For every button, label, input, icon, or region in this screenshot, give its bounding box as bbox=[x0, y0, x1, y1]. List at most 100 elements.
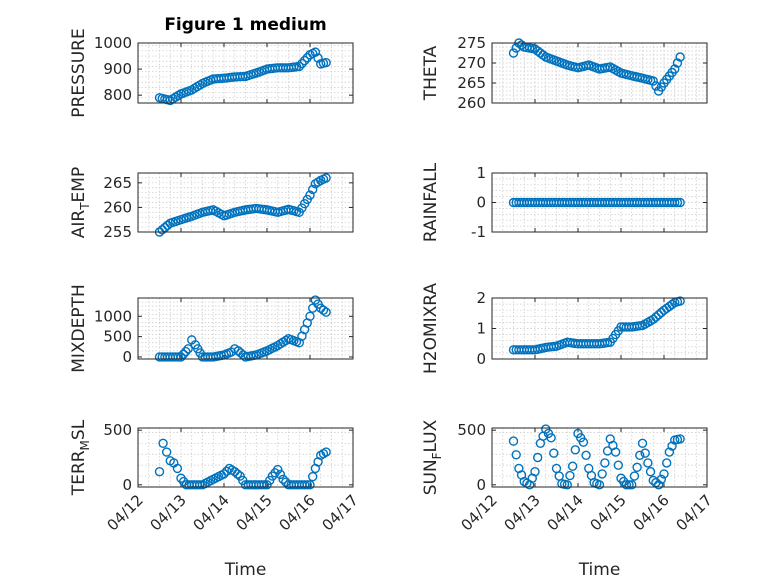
data-point bbox=[543, 197, 554, 208]
subplot-theta: 260 265 270 275 THETA bbox=[421, 34, 708, 112]
data-point bbox=[645, 467, 656, 477]
data-point bbox=[656, 474, 667, 485]
y-axis-label: PRESSURE bbox=[69, 28, 89, 117]
data-point bbox=[602, 62, 613, 73]
y-tick-label: 0 bbox=[122, 476, 132, 494]
x-tick-label: 04/13 bbox=[147, 491, 190, 534]
x-tick-label: 04/14 bbox=[544, 491, 587, 534]
data-point bbox=[511, 43, 521, 53]
data-point bbox=[527, 473, 538, 483]
data-point bbox=[173, 352, 184, 362]
data-point bbox=[664, 301, 675, 312]
y-axis-label: H2OMIXRA bbox=[421, 283, 441, 374]
data-point bbox=[183, 344, 193, 354]
data-point bbox=[286, 480, 296, 490]
y-tick-label: 1000 bbox=[94, 34, 132, 52]
x-tick-label: 04/13 bbox=[501, 491, 544, 534]
data-point bbox=[162, 95, 173, 105]
subplot-rainfall: -1 0 1 RAINFALL bbox=[421, 162, 708, 242]
data-point bbox=[565, 470, 575, 481]
data-point bbox=[297, 58, 307, 69]
data-point bbox=[672, 58, 683, 68]
data-point bbox=[554, 471, 564, 481]
y-tick-label: 0 bbox=[476, 476, 486, 494]
axes-frame bbox=[491, 297, 708, 360]
axes-frame bbox=[491, 172, 708, 233]
data-point bbox=[297, 480, 307, 490]
y-tick-label: 260 bbox=[103, 198, 132, 216]
data-point bbox=[172, 463, 183, 474]
data-point bbox=[575, 433, 586, 443]
data-point bbox=[522, 345, 532, 355]
x-tick-label: 04/17 bbox=[319, 491, 362, 534]
y-tick-label: 1 bbox=[476, 164, 486, 182]
y-axis-label: MIXDEPTH bbox=[69, 284, 89, 373]
data-point bbox=[667, 441, 677, 451]
data-point bbox=[543, 428, 554, 439]
data-point bbox=[248, 69, 259, 79]
data-point bbox=[653, 310, 664, 320]
data-point bbox=[667, 67, 677, 78]
data-point bbox=[318, 448, 329, 459]
y-axis-label: SUNFLUX bbox=[421, 419, 444, 495]
data-point bbox=[549, 55, 559, 65]
y-tick-label: 0 bbox=[476, 350, 486, 368]
data-point bbox=[618, 322, 629, 332]
data-point bbox=[236, 348, 246, 358]
data-point bbox=[302, 194, 313, 205]
data-point bbox=[278, 474, 288, 485]
data-point bbox=[522, 197, 532, 208]
data-point bbox=[600, 458, 610, 468]
data-point bbox=[254, 480, 264, 490]
data-point bbox=[651, 197, 661, 208]
subplot-terr-msl: 0 500 04/12 04/13 04/14 04/15 04/16 04/17 TERRMS… bbox=[69, 419, 362, 580]
data-point bbox=[307, 184, 318, 195]
y-tick-label: 0 bbox=[122, 348, 132, 366]
data-point bbox=[653, 480, 664, 490]
data-point bbox=[195, 80, 205, 90]
x-axis-label: Time bbox=[224, 560, 267, 580]
y-tick-label: 1 bbox=[476, 320, 486, 338]
data-point bbox=[157, 352, 167, 362]
data-point bbox=[586, 339, 597, 349]
data-point bbox=[307, 471, 318, 482]
y-tick-label: 270 bbox=[457, 54, 486, 72]
data-point bbox=[313, 53, 323, 63]
data-point bbox=[299, 55, 310, 66]
data-point bbox=[535, 48, 546, 58]
data-point bbox=[281, 477, 291, 487]
data-point bbox=[256, 480, 267, 490]
data-point bbox=[189, 480, 200, 490]
data-point bbox=[527, 43, 538, 54]
x-tick-label: 04/15 bbox=[587, 491, 630, 534]
data-point bbox=[181, 346, 191, 357]
data-point bbox=[629, 197, 640, 208]
data-point bbox=[173, 90, 184, 101]
y-axis-label: TERRMSL bbox=[69, 419, 92, 496]
data-point bbox=[597, 469, 607, 479]
axes-frame bbox=[137, 427, 354, 488]
data-point bbox=[270, 468, 280, 478]
data-point bbox=[567, 461, 578, 471]
data-point bbox=[613, 460, 624, 470]
y-tick-label: 2 bbox=[476, 289, 486, 307]
data-point bbox=[559, 59, 570, 69]
data-point bbox=[224, 348, 234, 358]
y-tick-label: 265 bbox=[103, 174, 132, 192]
data-point bbox=[158, 438, 168, 448]
x-axis-label: Time bbox=[578, 560, 621, 580]
subplot-sun-flux: 0 500 04/12 04/13 04/14 04/15 04/16 04/17 SUNFLU… bbox=[421, 419, 716, 580]
data-point bbox=[532, 452, 543, 463]
data-point bbox=[511, 345, 521, 355]
y-tick-label: 0 bbox=[476, 194, 486, 212]
data-point bbox=[321, 307, 331, 317]
x-tick-label: 04/14 bbox=[190, 491, 233, 534]
data-point bbox=[259, 347, 270, 357]
data-point bbox=[302, 318, 313, 328]
subplot-air-temp: 255 260 265 AIRTEMP bbox=[69, 167, 354, 241]
data-point bbox=[570, 445, 581, 455]
data-point bbox=[232, 469, 243, 479]
axes-frame bbox=[137, 172, 354, 233]
axes-frame bbox=[137, 42, 354, 104]
data-point bbox=[538, 50, 548, 60]
